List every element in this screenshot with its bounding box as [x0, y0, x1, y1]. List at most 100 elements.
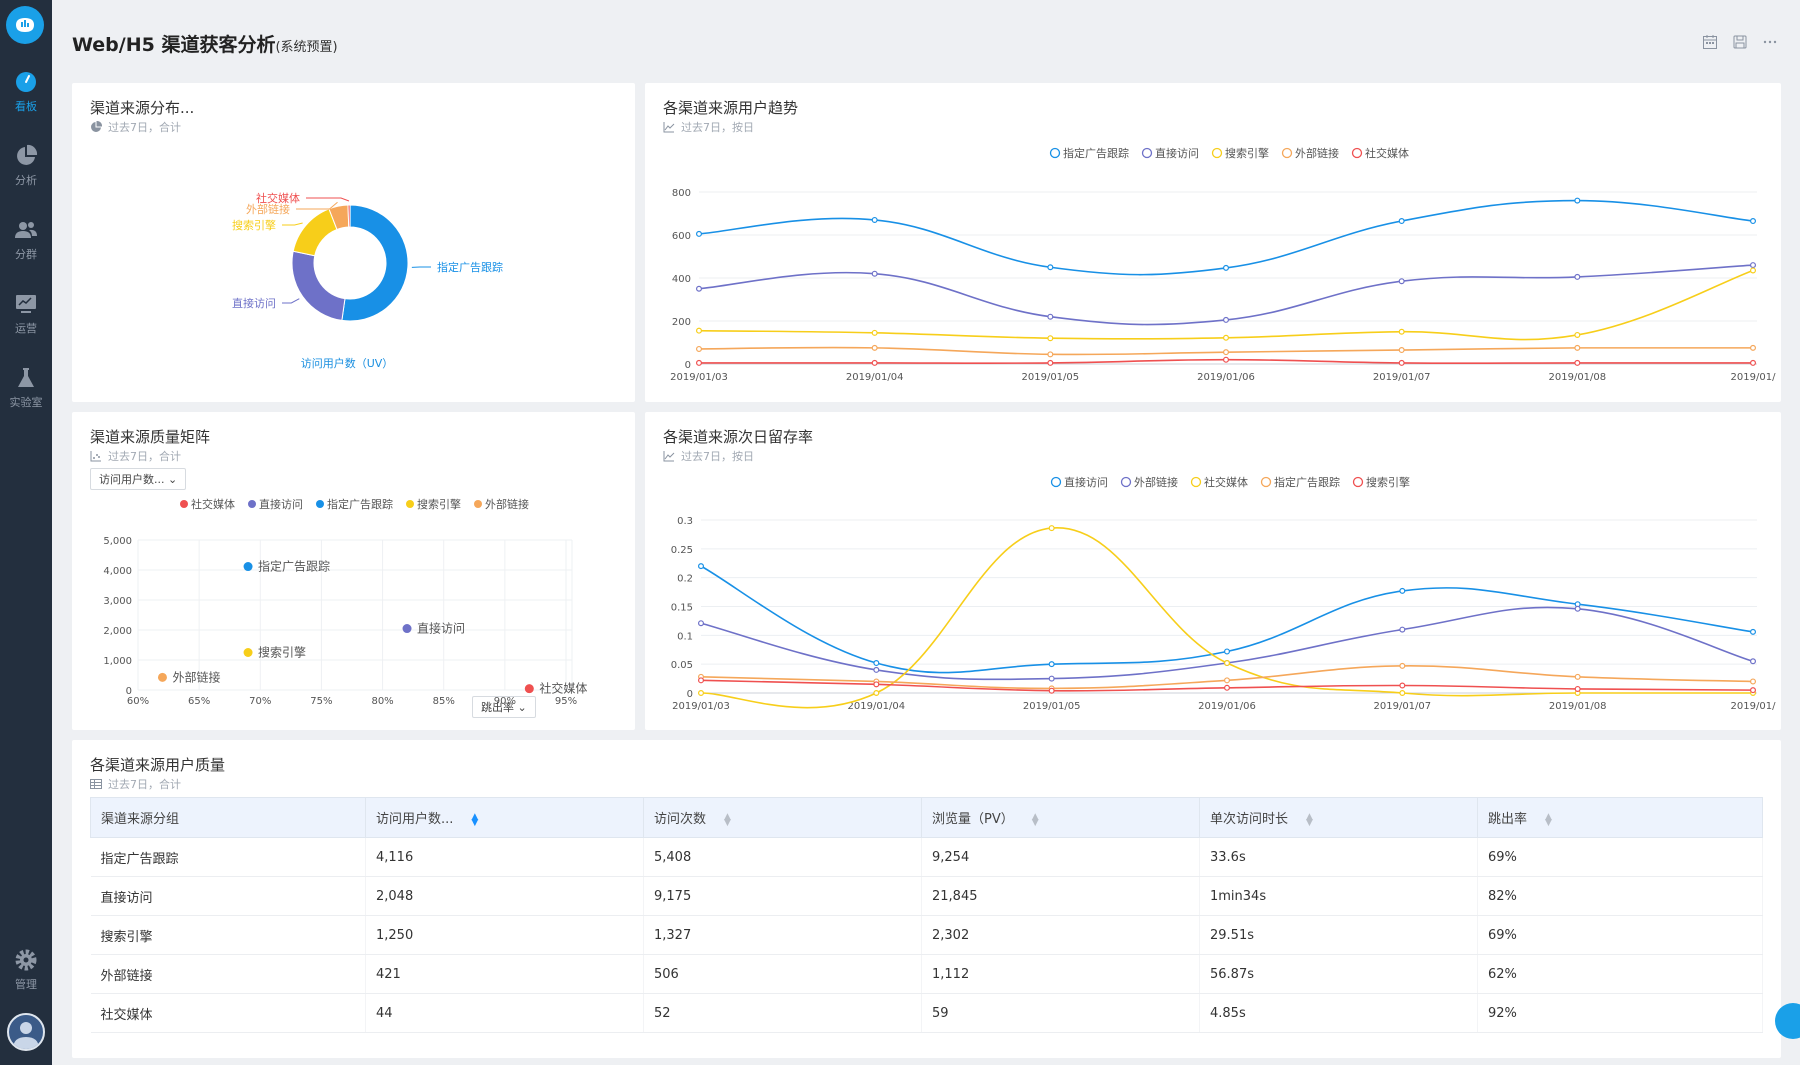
- x-tick-label: 2019/01/06: [1198, 701, 1256, 712]
- table-cell: 4.85s: [1199, 993, 1478, 1033]
- nav-item-dashboard[interactable]: 看板: [0, 70, 52, 126]
- data-point: [1574, 197, 1581, 204]
- users-icon: [15, 222, 37, 238]
- card-title: 各渠道来源次日留存率: [663, 428, 814, 446]
- legend-label: 直接访问: [1064, 475, 1108, 489]
- data-point: [871, 270, 878, 277]
- x-metric-select-value: 跳出率: [481, 701, 514, 714]
- data-point: [695, 327, 702, 334]
- scatter-point: [524, 684, 534, 694]
- legend-marker: [1120, 476, 1132, 488]
- save-icon[interactable]: [1732, 34, 1748, 50]
- column-header[interactable]: 访问用户数... ▲ ▼: [365, 797, 644, 838]
- nav-item-analysis[interactable]: 分析: [0, 144, 52, 200]
- data-point: [1222, 316, 1229, 323]
- column-header[interactable]: 访问次数 ▲ ▼: [643, 797, 922, 838]
- scatter-point-label: 社交媒体: [539, 681, 587, 696]
- series-line: [698, 264, 1754, 326]
- more-icon[interactable]: [1762, 34, 1778, 50]
- card-subtitle-text: 过去7日，按日: [681, 121, 754, 134]
- sort-icon[interactable]: ▲ ▼: [724, 811, 731, 828]
- logo-icon: [16, 18, 34, 32]
- table-row[interactable]: 社交媒体 44 52 59 4.85s 92%: [90, 993, 1763, 1033]
- donut-card: 渠道来源分布... 过去7日，合计 指定广告跟踪 直接访问 搜索引擎 外部链接 社交媒体…: [72, 83, 635, 402]
- data-point: [1749, 658, 1756, 665]
- legend-marker: [1141, 147, 1153, 159]
- legend-label: 直接访问: [1155, 146, 1199, 160]
- data-point: [1749, 687, 1756, 694]
- data-point: [873, 660, 880, 667]
- data-point: [697, 620, 704, 627]
- legend-label: 外部链接: [1295, 146, 1339, 160]
- card-title: 各渠道来源用户质量: [90, 756, 226, 774]
- table-cell: 92%: [1477, 993, 1763, 1033]
- y-tick-label: 400: [672, 274, 691, 285]
- flask-icon: [18, 368, 34, 387]
- x-metric-select[interactable]: 跳出率 ⌄: [472, 696, 536, 718]
- legend-label: 外部链接: [1134, 475, 1178, 489]
- card-subtitle: 过去7日，合计: [90, 448, 181, 464]
- user-avatar[interactable]: [7, 1013, 45, 1051]
- y-metric-select[interactable]: 访问用户数... ⌄: [90, 468, 187, 490]
- y-tick-label: 0.15: [671, 603, 693, 614]
- x-tick-label: 2019/01/04: [848, 701, 906, 712]
- nav-item-segments[interactable]: 分群: [0, 218, 52, 274]
- trend-chart: 0 200 400 600 800 2019/01/03 2019/01/04 2019/01…: [670, 146, 1776, 383]
- nav-label-lab: 实验室: [9, 396, 43, 409]
- data-point: [1223, 660, 1230, 667]
- table-row[interactable]: 外部链接 421 506 1,112 56.87s 62%: [90, 954, 1763, 994]
- table-row[interactable]: 指定广告跟踪 4,116 5,408 9,254 33.6s 69%: [90, 837, 1763, 877]
- table-row[interactable]: 直接访问 2,048 9,175 21,845 1min34s 82%: [90, 876, 1763, 916]
- legend-marker: [1211, 147, 1223, 159]
- data-point: [1223, 648, 1230, 655]
- nav-item-admin[interactable]: 管理: [0, 948, 52, 1004]
- sort-icon[interactable]: ▲ ▼: [1306, 811, 1313, 828]
- table-row[interactable]: 搜索引擎 1,250 1,327 2,302 29.51s 69%: [90, 915, 1763, 955]
- nav-item-operations[interactable]: 运营: [0, 292, 52, 348]
- table-cell: 社交媒体: [90, 993, 366, 1033]
- legend-marker: [1352, 476, 1364, 488]
- y-tick-label: 1,000: [103, 656, 132, 667]
- avatar-icon: [13, 1022, 39, 1049]
- y-tick-label: 4,000: [103, 566, 132, 577]
- legend-label: 指定广告跟踪: [1063, 146, 1129, 160]
- column-header[interactable]: 单次访问时长 ▲ ▼: [1199, 797, 1478, 838]
- column-header[interactable]: 渠道来源分组: [90, 797, 366, 838]
- sort-icon[interactable]: ▲ ▼: [1031, 811, 1039, 828]
- sort-icon[interactable]: ▲ ▼: [1545, 811, 1552, 828]
- scatter-point: [157, 672, 167, 682]
- line-chart-icon: [663, 451, 675, 462]
- data-point: [1574, 359, 1581, 366]
- data-point: [1399, 587, 1406, 594]
- series-line: [698, 199, 1754, 276]
- x-tick-label: 95%: [555, 696, 577, 707]
- column-header-label: 单次访问时长: [1210, 812, 1289, 827]
- table-cell: 1min34s: [1199, 876, 1478, 916]
- table-cell: 21,845: [921, 876, 1200, 916]
- calendar-icon[interactable]: [1702, 34, 1718, 50]
- app-logo[interactable]: [6, 6, 44, 44]
- table-cell: 2,302: [921, 915, 1200, 955]
- table-cell: 4,116: [365, 837, 644, 877]
- sort-desc-icon[interactable]: ▲ ▼: [471, 811, 479, 828]
- pie-icon: [91, 121, 102, 132]
- quality-table-card: 各渠道来源用户质量 过去7日，合计 渠道来源分组 访问用户数... ▲ ▼ 访问次数…: [72, 740, 1781, 1058]
- legend-marker: [180, 500, 188, 508]
- donut-label-line: [306, 197, 350, 202]
- pie-chart-icon: [17, 144, 38, 165]
- header-actions: [1702, 34, 1778, 50]
- legend-marker: [1190, 476, 1202, 488]
- assistant-float-button[interactable]: [1775, 1003, 1800, 1039]
- nav-item-lab[interactable]: 实验室: [0, 366, 52, 422]
- y-tick-label: 0.05: [671, 660, 693, 671]
- column-header[interactable]: 跳出率 ▲ ▼: [1477, 797, 1763, 838]
- legend-label: 指定广告跟踪: [1274, 475, 1340, 489]
- data-point: [1222, 356, 1229, 363]
- column-header[interactable]: 浏览量（PV） ▲ ▼: [921, 797, 1200, 838]
- y-tick-label: 5,000: [103, 536, 132, 547]
- x-tick-label: 2019/01/03: [672, 701, 730, 712]
- y-tick-label: 0.2: [677, 574, 693, 585]
- table-body: 指定广告跟踪 4,116 5,408 9,254 33.6s 69% 直接访问 2,048 9,…: [90, 837, 1763, 1033]
- dashboard-icon: [16, 72, 36, 92]
